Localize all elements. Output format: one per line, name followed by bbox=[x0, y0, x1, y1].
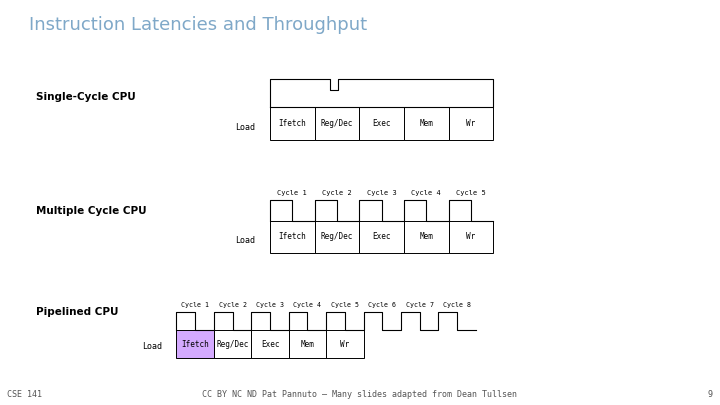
Text: Cycle 4: Cycle 4 bbox=[294, 302, 321, 308]
Bar bbox=[214, 330, 251, 358]
Bar bbox=[404, 107, 449, 140]
Text: Cycle 7: Cycle 7 bbox=[406, 302, 433, 308]
Text: Cycle 3: Cycle 3 bbox=[256, 302, 284, 308]
Text: 9: 9 bbox=[708, 390, 713, 399]
Text: Cycle 2: Cycle 2 bbox=[219, 302, 246, 308]
Text: Multiple Cycle CPU: Multiple Cycle CPU bbox=[36, 206, 147, 215]
Text: Ifetch: Ifetch bbox=[279, 232, 306, 241]
Bar bbox=[404, 221, 449, 253]
Text: Mem: Mem bbox=[419, 119, 433, 128]
Text: Ifetch: Ifetch bbox=[181, 340, 209, 349]
Bar bbox=[449, 107, 493, 140]
Bar bbox=[315, 107, 359, 140]
Text: Mem: Mem bbox=[419, 232, 433, 241]
Text: CSE 141: CSE 141 bbox=[7, 390, 42, 399]
Text: CC BY NC ND Pat Pannuto – Many slides adapted from Dean Tullsen: CC BY NC ND Pat Pannuto – Many slides ad… bbox=[202, 390, 518, 399]
Bar bbox=[270, 221, 315, 253]
Bar bbox=[289, 330, 326, 358]
Text: Exec: Exec bbox=[261, 340, 279, 349]
Bar bbox=[449, 221, 493, 253]
Text: Instruction Latencies and Throughput: Instruction Latencies and Throughput bbox=[29, 16, 367, 34]
Text: Cycle 1: Cycle 1 bbox=[277, 190, 307, 196]
Bar bbox=[359, 107, 404, 140]
Text: Cycle 8: Cycle 8 bbox=[444, 302, 471, 308]
Text: Wr: Wr bbox=[467, 119, 475, 128]
Text: Wr: Wr bbox=[467, 232, 475, 241]
Bar bbox=[176, 330, 214, 358]
Text: Reg/Dec: Reg/Dec bbox=[321, 232, 353, 241]
Bar bbox=[359, 221, 404, 253]
Text: Cycle 2: Cycle 2 bbox=[322, 190, 352, 196]
Text: Reg/Dec: Reg/Dec bbox=[321, 119, 353, 128]
Text: Wr: Wr bbox=[341, 340, 349, 349]
Bar bbox=[315, 221, 359, 253]
Text: Cycle 5: Cycle 5 bbox=[331, 302, 359, 308]
Text: Single-Cycle CPU: Single-Cycle CPU bbox=[36, 92, 136, 102]
Text: Load: Load bbox=[235, 123, 256, 132]
Text: Pipelined CPU: Pipelined CPU bbox=[36, 307, 119, 317]
Text: Load: Load bbox=[142, 342, 162, 351]
Text: Cycle 1: Cycle 1 bbox=[181, 302, 209, 308]
Bar bbox=[270, 107, 315, 140]
Text: Exec: Exec bbox=[372, 232, 391, 241]
Bar bbox=[326, 330, 364, 358]
Text: Load: Load bbox=[235, 237, 256, 245]
Text: Cycle 3: Cycle 3 bbox=[366, 190, 397, 196]
Text: Reg/Dec: Reg/Dec bbox=[217, 340, 248, 349]
Text: Ifetch: Ifetch bbox=[279, 119, 306, 128]
Bar bbox=[251, 330, 289, 358]
Text: Cycle 4: Cycle 4 bbox=[411, 190, 441, 196]
Text: Cycle 5: Cycle 5 bbox=[456, 190, 486, 196]
Text: Exec: Exec bbox=[372, 119, 391, 128]
Text: Mem: Mem bbox=[300, 340, 315, 349]
Text: Cycle 6: Cycle 6 bbox=[369, 302, 396, 308]
